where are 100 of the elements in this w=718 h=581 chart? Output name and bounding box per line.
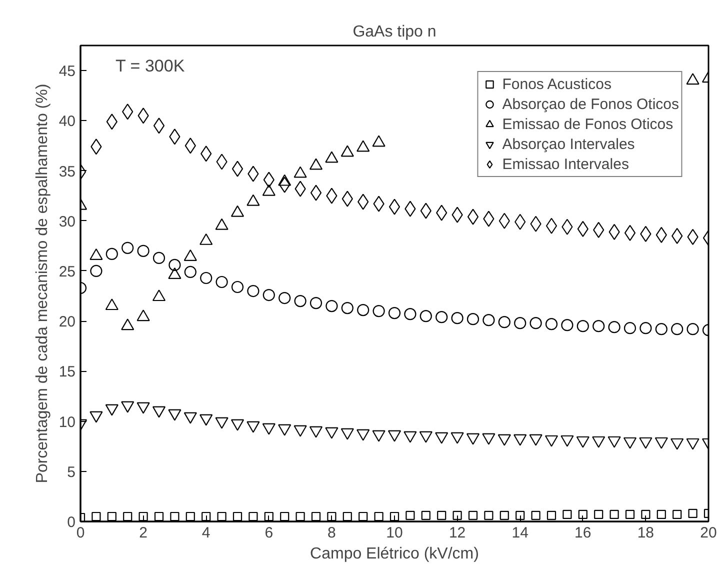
point	[592, 320, 605, 332]
point	[608, 321, 620, 334]
y-tick-label: 5	[67, 464, 76, 481]
x-tick-label: 8	[328, 524, 336, 542]
y-tick-label: 10	[58, 414, 76, 431]
point	[655, 323, 668, 336]
point	[123, 512, 132, 522]
point	[357, 304, 370, 316]
point	[184, 266, 196, 278]
point	[327, 512, 336, 522]
x-tick-label: 6	[264, 524, 274, 542]
point	[686, 323, 699, 336]
point	[390, 512, 400, 522]
point	[311, 512, 321, 522]
point	[500, 510, 509, 520]
point	[482, 314, 495, 326]
point	[280, 512, 290, 522]
x-tick-label: 18	[637, 524, 654, 542]
point	[498, 316, 510, 328]
point	[420, 310, 432, 322]
point	[200, 272, 212, 284]
point	[170, 512, 180, 522]
point	[514, 317, 526, 330]
point	[374, 512, 384, 522]
point	[516, 510, 525, 520]
point	[688, 508, 698, 518]
point	[594, 510, 604, 520]
point	[248, 512, 258, 522]
x-axis-title: Campo Elétrico (kV/cm)	[310, 546, 479, 562]
point	[467, 208, 479, 225]
point	[217, 512, 226, 522]
point	[92, 512, 101, 522]
point	[216, 276, 228, 288]
point	[310, 184, 322, 201]
point	[372, 305, 385, 318]
point	[546, 218, 558, 234]
y-axis-title: Porcentagem de cada mecanismo de espalhamento (%)	[34, 84, 51, 484]
point	[107, 512, 116, 522]
point	[672, 510, 682, 520]
point	[202, 512, 211, 522]
point	[342, 512, 352, 522]
y-tick-label: 30	[58, 213, 76, 230]
legend-label: Absorçao Intervales	[502, 136, 635, 152]
point	[656, 510, 666, 520]
point	[545, 318, 558, 330]
point	[154, 512, 164, 522]
point	[231, 280, 244, 294]
legend-label: Absorçao de Fonos Oticos	[502, 96, 679, 112]
point	[232, 512, 242, 522]
point	[247, 284, 260, 298]
x-tick-label: 20	[700, 524, 717, 542]
point	[421, 510, 430, 520]
point	[576, 320, 589, 332]
point	[90, 264, 102, 278]
point	[168, 258, 181, 271]
point	[152, 290, 166, 302]
legend-label: Emissao de Fonos Oticos	[502, 116, 674, 132]
point	[466, 313, 480, 326]
point	[232, 160, 244, 177]
x-tick-label: 12	[448, 524, 466, 542]
y-tick-label: 35	[58, 163, 76, 180]
y-tick-label: 25	[58, 263, 76, 280]
point	[468, 510, 478, 520]
point	[640, 322, 652, 334]
x-tick-label: 4	[202, 524, 210, 542]
point	[358, 512, 368, 522]
point	[122, 242, 134, 254]
x-tick-label: 14	[512, 524, 528, 542]
point	[484, 510, 494, 520]
point	[262, 288, 275, 302]
legend-label: Emissao Intervales	[502, 156, 629, 172]
point	[310, 297, 322, 310]
point	[546, 510, 556, 520]
y-tick-label: 45	[58, 63, 76, 80]
annotation: T = 300K	[116, 56, 186, 76]
y-tick-label: 20	[58, 314, 76, 331]
point	[153, 118, 165, 134]
x-tick-label: 16	[574, 524, 592, 542]
point	[296, 512, 305, 522]
point	[578, 510, 588, 520]
point	[451, 312, 464, 324]
x-tick-label: 2	[139, 524, 148, 542]
point	[388, 198, 400, 215]
point	[531, 510, 540, 520]
point	[437, 510, 446, 520]
point	[671, 323, 684, 336]
x-tick-label: 10	[386, 524, 403, 542]
point	[625, 510, 635, 520]
point	[152, 252, 166, 264]
point	[406, 510, 415, 520]
point	[686, 73, 700, 85]
point	[624, 322, 636, 334]
point	[388, 307, 401, 320]
point	[624, 224, 636, 241]
point	[452, 510, 462, 520]
point	[186, 512, 195, 522]
point	[561, 319, 574, 332]
point	[137, 244, 150, 257]
point	[294, 295, 306, 308]
point	[106, 248, 118, 260]
